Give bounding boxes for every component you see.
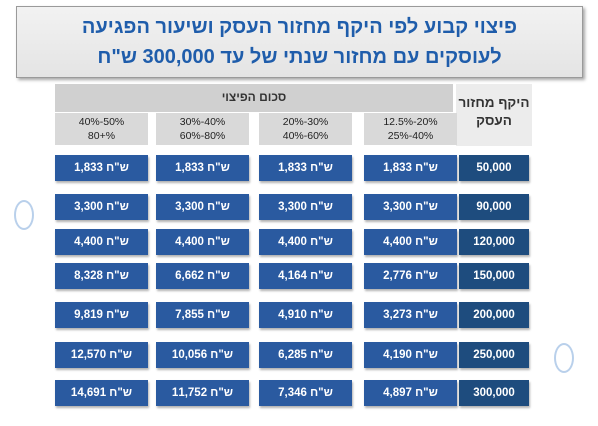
compensation-label: סכום הפיצוי xyxy=(221,90,287,104)
rate-column-header: 40%-50% 80+% xyxy=(55,113,148,145)
compensation-value-cell: 4,400 ש"ח xyxy=(364,229,457,255)
compensation-value-cell: 4,164 ש"ח xyxy=(259,263,352,289)
compensation-value-cell: 12,570 ש"ח xyxy=(55,342,148,368)
turnover-cell: 50,000 xyxy=(459,155,529,181)
turnover-cell: 300,000 xyxy=(459,380,529,406)
compensation-value-cell: 6,285 ש"ח xyxy=(259,342,352,368)
compensation-value-cell: 7,346 ש"ח xyxy=(259,380,352,406)
compensation-value-cell: 1,833 ש"ח xyxy=(259,155,352,181)
compensation-value-cell: 1,833 ש"ח xyxy=(156,155,249,181)
rate-range-primary: 12.5%-20% xyxy=(383,116,438,128)
compensation-value-cell: 2,776 ש"ח xyxy=(364,263,457,289)
compensation-value-cell: 4,190 ש"ח xyxy=(364,342,457,368)
compensation-value-cell: 3,300 ש"ח xyxy=(156,194,249,220)
decorative-ring-icon xyxy=(14,200,34,230)
title-box: פיצוי קבוע לפי היקף מחזור העסק ושיעור הפ… xyxy=(16,6,583,78)
rate-column-header: 12.5%-20% 25%-40% xyxy=(364,113,457,145)
compensation-header: סכום הפיצוי xyxy=(55,84,453,112)
rate-range-secondary: 60%-80% xyxy=(179,130,226,142)
compensation-value-cell: 3,300 ש"ח xyxy=(364,194,457,220)
rate-column-header: 30%-40% 60%-80% xyxy=(156,113,249,145)
rate-range-primary: 40%-50% xyxy=(78,116,125,128)
compensation-value-cell: 9,819 ש"ח xyxy=(55,302,148,328)
turnover-cell: 120,000 xyxy=(459,229,529,255)
decorative-ring-icon xyxy=(554,343,574,373)
compensation-value-cell: 4,400 ש"ח xyxy=(259,229,352,255)
compensation-value-cell: 6,662 ש"ח xyxy=(156,263,249,289)
turnover-cell: 250,000 xyxy=(459,342,529,368)
compensation-value-cell: 14,691 ש"ח xyxy=(55,380,148,406)
rate-range-secondary: 80+% xyxy=(87,130,116,142)
compensation-value-cell: 1,833 ש"ח xyxy=(55,155,148,181)
turnover-cell: 150,000 xyxy=(459,263,529,289)
compensation-value-cell: 3,273 ש"ח xyxy=(364,302,457,328)
turnover-column-header: היקף מחזור העסק xyxy=(456,84,532,146)
compensation-value-cell: 7,855 ש"ח xyxy=(156,302,249,328)
compensation-value-cell: 3,300 ש"ח xyxy=(259,194,352,220)
compensation-value-cell: 1,833 ש"ח xyxy=(364,155,457,181)
compensation-value-cell: 4,400 ש"ח xyxy=(156,229,249,255)
rate-range-primary: 20%-30% xyxy=(282,116,329,128)
compensation-value-cell: 4,910 ש"ח xyxy=(259,302,352,328)
rate-range-primary: 30%-40% xyxy=(179,116,226,128)
compensation-value-cell: 10,056 ש"ח xyxy=(156,342,249,368)
compensation-value-cell: 3,300 ש"ח xyxy=(55,194,148,220)
compensation-value-cell: 8,328 ש"ח xyxy=(55,263,148,289)
turnover-cell: 200,000 xyxy=(459,302,529,328)
title-line-2: לעוסקים עם מחזור שנתי של עד 300,000 ש"ח xyxy=(97,46,502,68)
rate-range-secondary: 25%-40% xyxy=(387,130,434,142)
compensation-value-cell: 4,400 ש"ח xyxy=(55,229,148,255)
turnover-cell: 90,000 xyxy=(459,194,529,220)
rate-range-secondary: 40%-60% xyxy=(282,130,329,142)
compensation-value-cell: 4,897 ש"ח xyxy=(364,380,457,406)
rate-column-header: 20%-30% 40%-60% xyxy=(259,113,352,145)
compensation-value-cell: 11,752 ש"ח xyxy=(156,380,249,406)
title-line-1: פיצוי קבוע לפי היקף מחזור העסק ושיעור הפ… xyxy=(81,16,518,38)
